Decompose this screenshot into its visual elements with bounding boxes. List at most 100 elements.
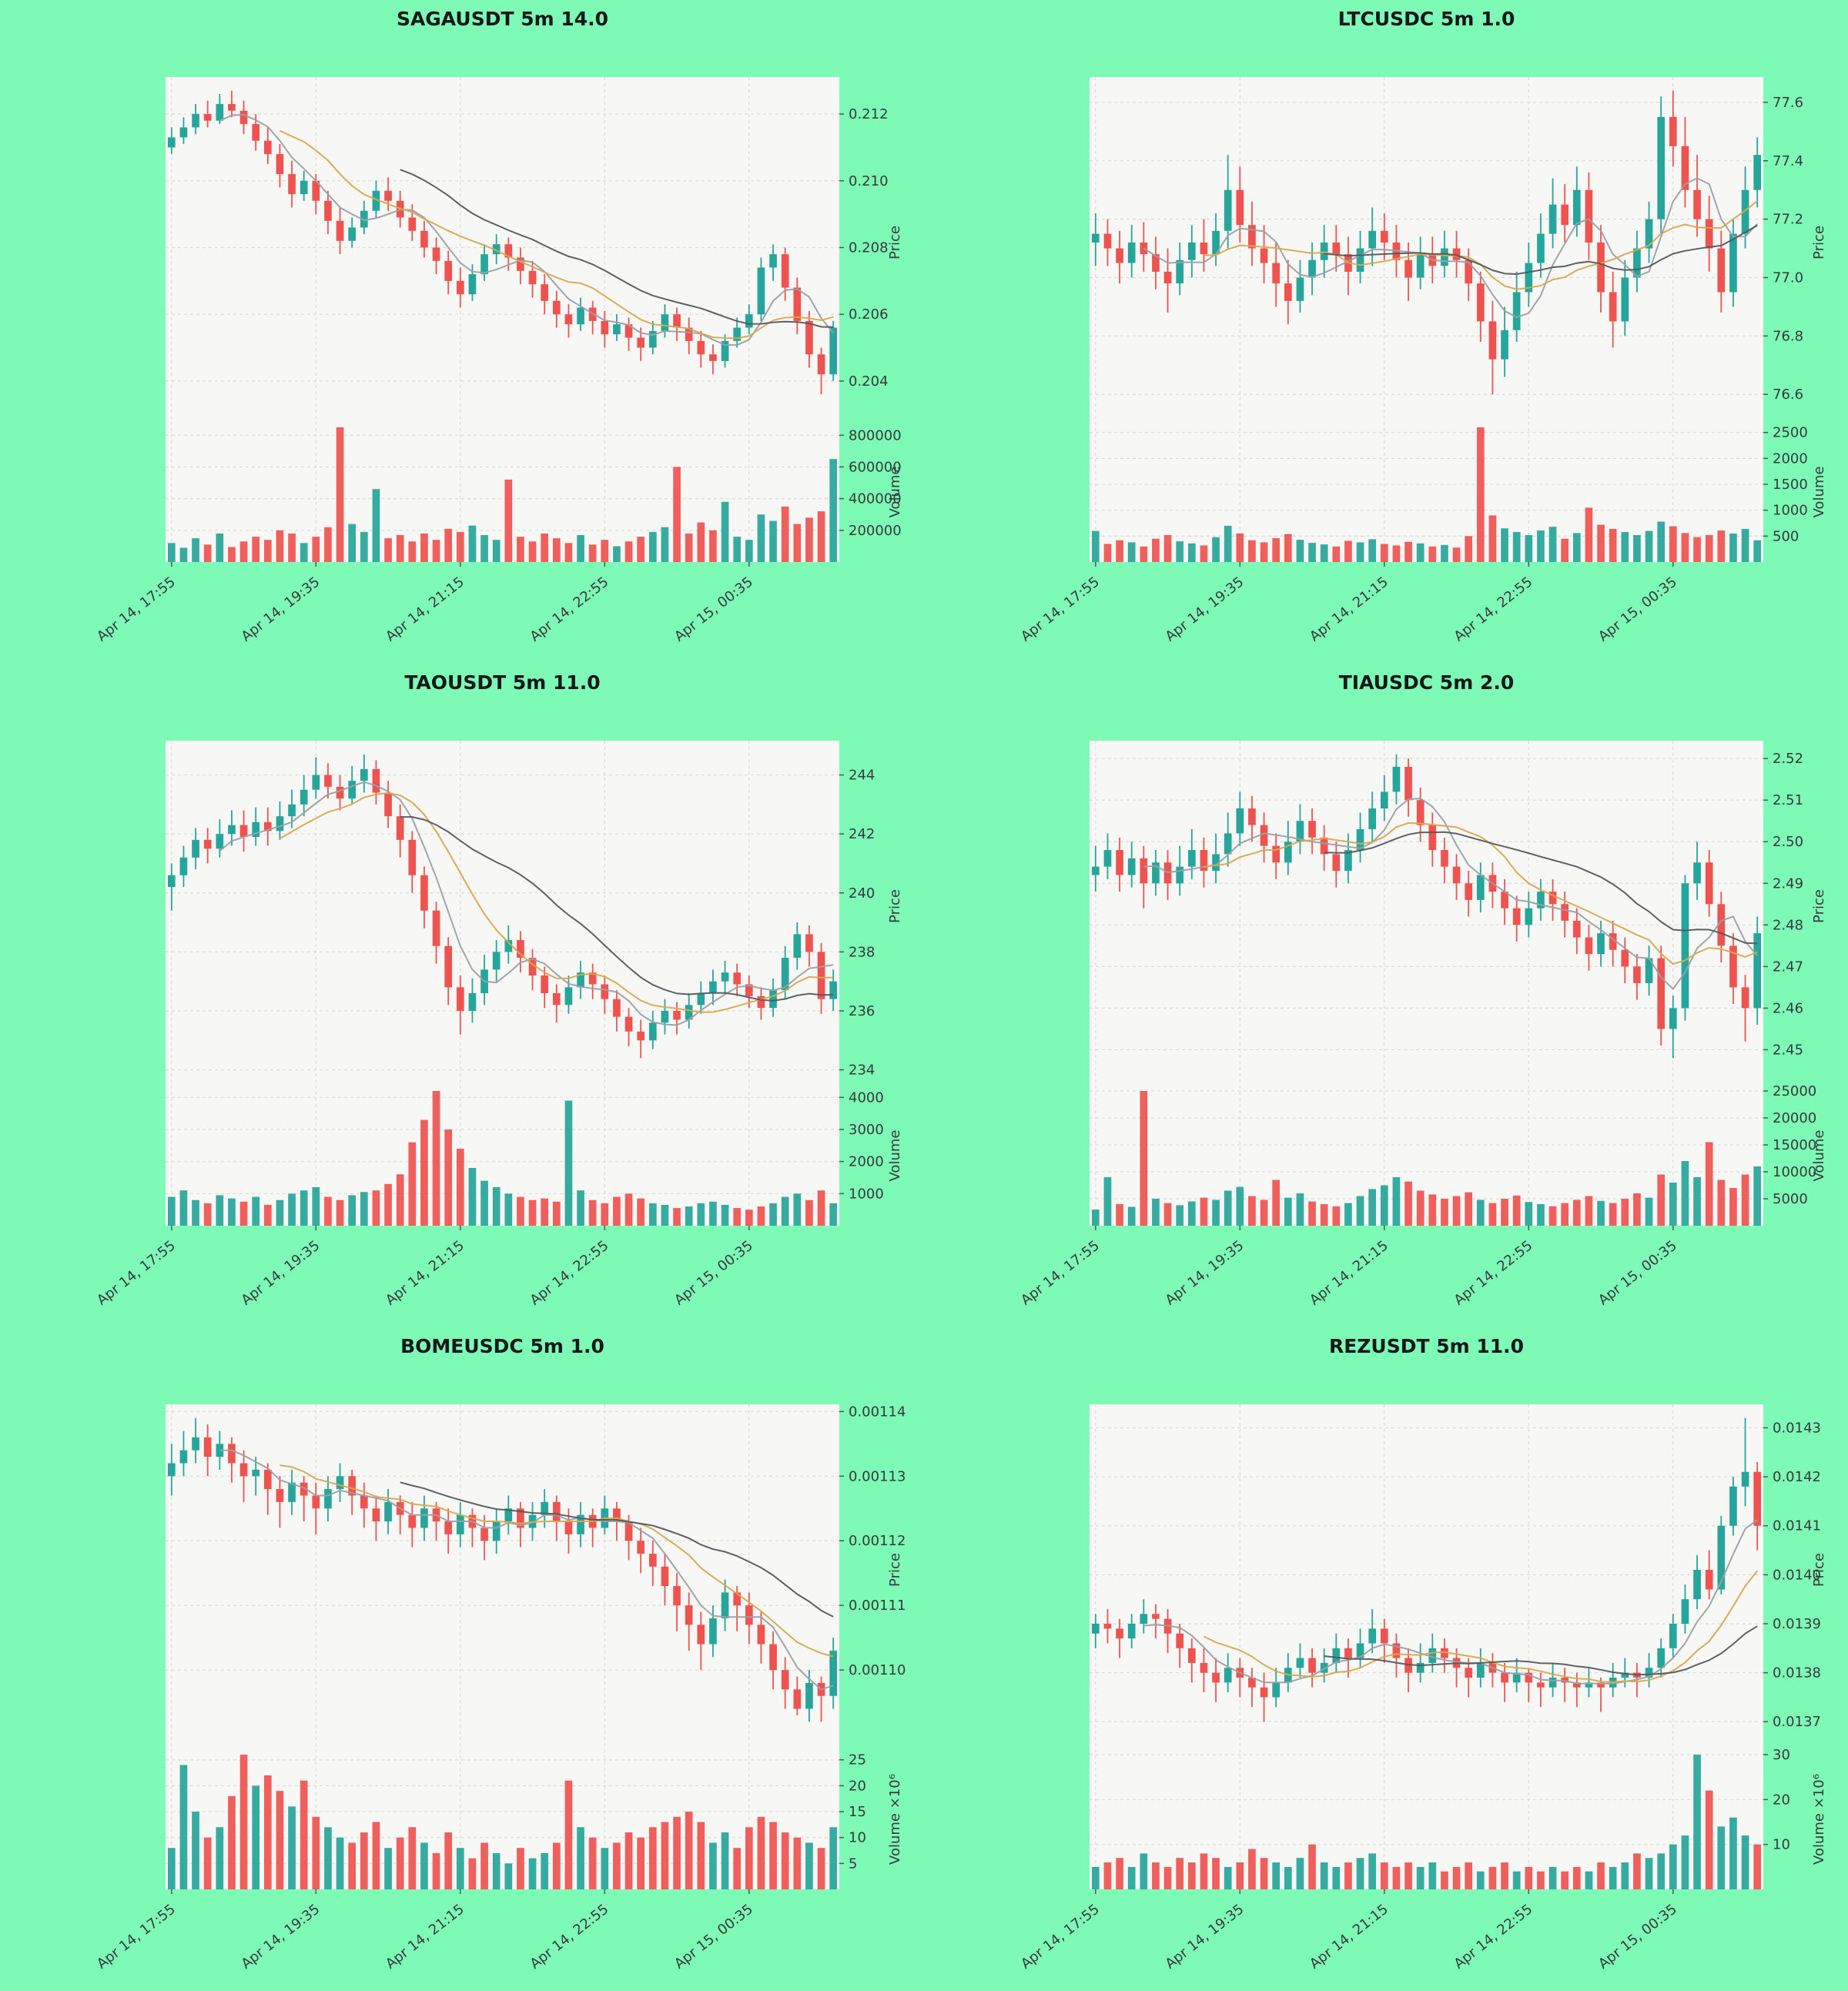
svg-text:Apr 14, 19:35: Apr 14, 19:35 [1162,1237,1247,1308]
svg-text:Apr 15, 00:35: Apr 15, 00:35 [1595,1237,1680,1308]
svg-text:Apr 14, 17:55: Apr 14, 17:55 [1018,574,1103,644]
svg-text:200000: 200000 [849,523,902,539]
svg-text:0.00111: 0.00111 [849,1598,906,1614]
svg-text:0.00110: 0.00110 [849,1662,906,1678]
svg-text:20: 20 [849,1778,866,1794]
svg-text:Apr 14, 22:55: Apr 14, 22:55 [527,574,611,644]
volume-bars [1091,1091,1762,1226]
svg-text:Price: Price [1811,1553,1827,1587]
svg-text:236: 236 [849,1003,875,1019]
svg-text:Volume: Volume [1811,467,1827,518]
svg-text:Apr 14, 21:15: Apr 14, 21:15 [383,1237,467,1308]
chart-title: SAGAUSDT 5m 14.0 [396,8,609,30]
svg-text:4000: 4000 [849,1089,884,1106]
svg-text:0.00114: 0.00114 [849,1404,906,1420]
svg-text:77.2: 77.2 [1773,212,1803,228]
svg-text:600000: 600000 [849,459,902,475]
svg-text:Apr 14, 19:35: Apr 14, 19:35 [1162,1901,1247,1972]
svg-text:2.46: 2.46 [1773,1000,1803,1016]
svg-text:2.45: 2.45 [1773,1042,1803,1058]
svg-text:76.6: 76.6 [1773,386,1803,403]
svg-text:Volume: Volume [887,1130,903,1182]
svg-text:Apr 15, 00:35: Apr 15, 00:35 [671,1901,756,1972]
chart-panel-rezusdt: REZUSDT 5m 11.0 0.0137 0.0138 0.0139 0.0140… [924,1327,1848,1991]
svg-text:10000: 10000 [1773,1164,1816,1180]
svg-text:Apr 14, 19:35: Apr 14, 19:35 [238,1901,323,1972]
volume-bars [1091,427,1762,562]
volume-bars [167,1091,838,1226]
svg-text:2.48: 2.48 [1773,917,1803,933]
svg-text:0.204: 0.204 [849,373,889,390]
svg-text:Apr 14, 22:55: Apr 14, 22:55 [527,1901,611,1972]
svg-text:0.210: 0.210 [849,173,889,189]
svg-text:Apr 15, 00:35: Apr 15, 00:35 [671,1237,756,1308]
svg-text:244: 244 [849,768,875,784]
svg-text:Price: Price [887,889,903,923]
candlestick-chart: 0.00110 0.00111 0.00112 0.00113 0.00114 5 10 15… [94,1404,906,1973]
svg-text:0.0141: 0.0141 [1773,1518,1821,1534]
svg-text:Apr 14, 21:15: Apr 14, 21:15 [383,1901,467,1972]
svg-text:Apr 14, 17:55: Apr 14, 17:55 [1018,1237,1103,1308]
svg-text:Apr 15, 00:35: Apr 15, 00:35 [671,574,756,644]
candlestick-chart: 0.204 0.206 0.208 0.210 0.212 200000 400000 600… [94,77,903,645]
svg-text:1500: 1500 [1773,477,1808,493]
axis-labels: 234 236 238 240 242 244 1000 2000 3000 4000 Price V… [839,768,903,1202]
svg-text:Apr 14, 22:55: Apr 14, 22:55 [1451,574,1535,644]
chart-panel-taousdt: TAOUSDT 5m 11.0 234 236 238 240 242 244 1000 20… [0,664,924,1327]
svg-text:Apr 14, 17:55: Apr 14, 17:55 [1018,1901,1103,1972]
axis-labels: 0.204 0.206 0.208 0.210 0.212 200000 400000 600… [839,106,903,539]
svg-text:Apr 15, 00:35: Apr 15, 00:35 [1595,1901,1680,1972]
svg-text:400000: 400000 [849,491,902,507]
svg-text:Price: Price [1811,889,1827,923]
plot-background [1090,77,1763,562]
chart-panel-bomeusdc: BOMEUSDC 5m 1.0 0.00110 0.00111 0.00112 0.0… [0,1327,924,1991]
svg-text:25000: 25000 [1773,1083,1816,1099]
svg-text:0.0142: 0.0142 [1773,1469,1821,1485]
chart-title: LTCUSDC 5m 1.0 [1337,8,1515,30]
svg-text:30: 30 [1773,1747,1790,1763]
svg-text:800000: 800000 [849,427,902,443]
candlestick-chart: 0.0137 0.0138 0.0139 0.0140 0.0141 0.0142 0.01… [1018,1404,1827,1973]
candles [167,90,838,395]
svg-text:Apr 14, 17:55: Apr 14, 17:55 [94,574,179,644]
candles [167,754,838,1059]
moving-average-lines [219,113,834,346]
moving-average-lines [1143,797,1758,991]
chart-title: TIAUSDC 5m 2.0 [1338,671,1515,694]
svg-text:2500: 2500 [1773,425,1808,441]
candles [1091,90,1762,395]
candlestick-chart: 76.6 76.8 77.0 77.2 77.4 77.6 500 1000 1500 2000 2… [1018,77,1827,645]
axis-labels: 0.00110 0.00111 0.00112 0.00113 0.00114 5 10 15… [839,1404,906,1872]
candlestick-chart: 2.45 2.46 2.47 2.48 2.49 2.50 2.51 2.52 5000 1000… [1018,741,1827,1309]
svg-text:15000: 15000 [1773,1137,1816,1153]
chart-panel-ltcusdc: LTCUSDC 5m 1.0 76.6 76.8 77.0 77.2 77.4 77.6 5… [924,0,1848,664]
svg-text:Apr 14, 19:35: Apr 14, 19:35 [238,1237,323,1308]
svg-text:Apr 14, 19:35: Apr 14, 19:35 [238,574,323,644]
svg-text:Volume ×10⁶: Volume ×10⁶ [1811,1774,1827,1865]
svg-text:0.212: 0.212 [849,106,889,122]
svg-text:Volume: Volume [887,467,903,518]
svg-text:2000: 2000 [1773,450,1808,467]
grid-lines [1090,1404,1763,1889]
chart-panel-tiausdc: TIAUSDC 5m 2.0 2.45 2.46 2.47 2.48 2.49 2.50 2… [924,664,1848,1327]
svg-text:240: 240 [849,885,875,902]
svg-text:0.0137: 0.0137 [1773,1714,1821,1730]
svg-text:76.8: 76.8 [1773,328,1803,344]
volume-bars [1091,1755,1762,1889]
svg-text:2.50: 2.50 [1773,834,1803,850]
axis-labels: 76.6 76.8 77.0 77.2 77.4 77.6 500 1000 1500 2000 2… [1763,95,1827,544]
moving-average-lines [1143,177,1758,319]
x-axis-tick-labels: Apr 14, 17:55 Apr 14, 19:35 Apr 14, 21:15 A… [94,1889,756,1973]
svg-text:77.4: 77.4 [1773,153,1803,169]
x-axis-tick-labels: Apr 14, 17:55 Apr 14, 19:35 Apr 14, 21:15 A… [94,562,756,645]
svg-text:234: 234 [849,1062,875,1079]
svg-text:Apr 14, 17:55: Apr 14, 17:55 [94,1237,179,1308]
svg-text:1000: 1000 [849,1186,884,1202]
volume-bars [167,427,838,562]
chart-title: BOMEUSDC 5m 1.0 [400,1335,604,1357]
svg-text:Apr 14, 21:15: Apr 14, 21:15 [1307,574,1391,644]
x-axis-tick-labels: Apr 14, 17:55 Apr 14, 19:35 Apr 14, 21:15 A… [94,1226,756,1309]
svg-text:Apr 14, 17:55: Apr 14, 17:55 [94,1901,179,1972]
plot-background [1090,1404,1763,1889]
